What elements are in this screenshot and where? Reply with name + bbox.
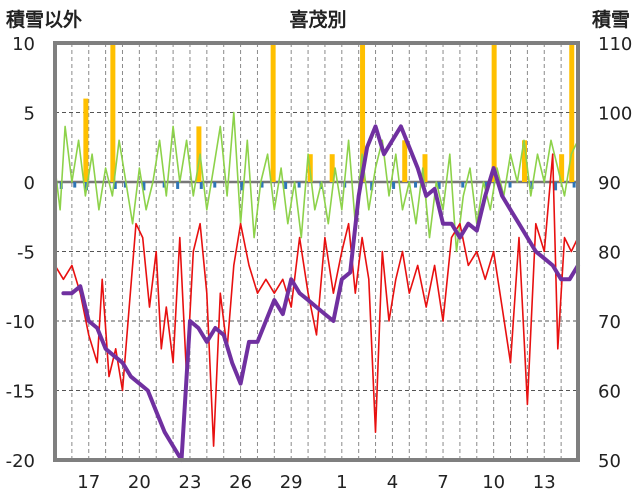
- bar: [142, 182, 146, 191]
- x-tick-label: 29: [280, 472, 303, 493]
- y-left-tick-label: -20: [6, 451, 35, 472]
- bar: [422, 154, 428, 182]
- x-tick-label: 17: [77, 472, 100, 493]
- x-tick-label: 13: [533, 472, 556, 493]
- bar: [284, 182, 288, 189]
- y-right-tick-label: 90: [598, 173, 621, 194]
- y-right-tick-label: 50: [598, 451, 621, 472]
- bar: [83, 98, 89, 182]
- bar: [559, 154, 565, 182]
- bar: [508, 182, 512, 188]
- bar: [199, 182, 203, 189]
- bar: [73, 182, 77, 188]
- bar: [392, 182, 396, 189]
- y-right-tick-label: 80: [598, 243, 621, 264]
- y-left-tick-label: -10: [6, 312, 35, 333]
- bar-series: [54, 43, 576, 191]
- series-line: [54, 111, 579, 253]
- x-tick-label: 20: [128, 472, 151, 493]
- y-right-tick-label: 100: [598, 104, 632, 125]
- bar: [414, 182, 418, 188]
- series-line: [61, 124, 580, 462]
- x-tick-label: 26: [229, 472, 252, 493]
- y-right-tick-label: 60: [598, 382, 621, 403]
- bar: [297, 182, 301, 188]
- bar: [522, 140, 528, 182]
- bar: [213, 182, 217, 188]
- y-left-tick-label: 10: [12, 34, 35, 55]
- bar: [110, 43, 116, 182]
- bar: [270, 43, 276, 182]
- x-tick-label: 7: [437, 472, 448, 493]
- bar: [402, 140, 408, 182]
- chart-title: 喜茂別: [289, 8, 346, 31]
- bar: [329, 154, 335, 182]
- bar: [196, 126, 202, 182]
- bar: [113, 182, 117, 189]
- x-tick-label: 1: [336, 472, 347, 493]
- bar: [554, 182, 558, 191]
- y-left-tick-label: -15: [6, 382, 35, 403]
- bar: [176, 182, 180, 189]
- bar: [572, 182, 576, 188]
- bar: [461, 182, 465, 188]
- y-left-tick-label: 0: [24, 173, 35, 194]
- y-right-tick-label: 70: [598, 312, 621, 333]
- bar: [437, 182, 441, 189]
- x-tick-label: 23: [179, 472, 202, 493]
- y-right-tick-label: 110: [598, 34, 632, 55]
- plot-frame: [53, 41, 580, 462]
- y-left-tick-label: -5: [17, 243, 35, 264]
- y-left-tick-label: 5: [24, 104, 35, 125]
- bar: [360, 43, 366, 182]
- line-series: [54, 111, 580, 462]
- bar: [240, 182, 244, 191]
- bar: [260, 182, 264, 188]
- right-axis-label: 積雪: [592, 8, 630, 31]
- x-tick-label: 10: [482, 472, 505, 493]
- left-axis-label: 積雪以外: [6, 8, 82, 31]
- bar: [569, 43, 575, 182]
- bar: [370, 182, 374, 191]
- bar: [123, 182, 127, 188]
- bar: [491, 43, 497, 182]
- series-line: [54, 153, 579, 447]
- x-tick-label: 4: [387, 472, 398, 493]
